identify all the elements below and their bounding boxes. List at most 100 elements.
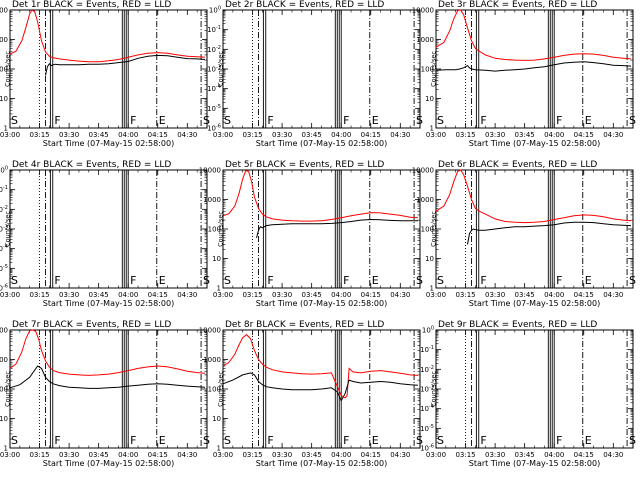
plot-frame — [9, 329, 208, 449]
y-tick-label: 100 — [0, 166, 8, 175]
event-marker: E — [585, 274, 592, 287]
panel-title: Det 1r BLACK = Events, RED = LLD — [12, 0, 171, 10]
x-tick-label: 03:15 — [29, 291, 49, 299]
event-marker: S — [437, 434, 444, 447]
event-marker: S — [437, 274, 444, 287]
event-marker: F — [556, 114, 562, 127]
x-tick-label: 04:15 — [361, 291, 381, 299]
y-tick-label: 10-4 — [207, 84, 221, 93]
y-tick-label: 10 — [0, 415, 8, 423]
panel-title: Det 7r BLACK = Events, RED = LLD — [12, 320, 171, 330]
event-marker: F — [343, 114, 349, 127]
x-tick-label: 03:00 — [0, 131, 20, 139]
x-tick-label: 04:00 — [544, 131, 564, 139]
event-marker: S — [629, 274, 636, 287]
panel-det-8r: Det 8r BLACK = Events, RED = LLD 1 10 100 10… — [199, 320, 423, 468]
event-rate-line — [9, 365, 206, 389]
event-marker: S — [437, 114, 444, 127]
y-tick-label: 10-3 — [0, 225, 8, 234]
panel-det-3r: Det 3r BLACK = Events, RED = LLD 1 10 100 10… — [412, 0, 636, 148]
event-marker: E — [159, 274, 166, 287]
y-tick-label: 10-2 — [207, 45, 221, 54]
x-tick-label: 03:15 — [29, 131, 49, 139]
y-tick-label: 10000 — [412, 7, 434, 15]
x-tick-label: 03:00 — [213, 131, 233, 139]
y-tick-label: 10-6 — [420, 444, 434, 453]
event-marker: E — [159, 114, 166, 127]
event-marker: F — [267, 114, 273, 127]
y-tick-label: 10-1 — [420, 345, 434, 354]
x-tick-label: 03:15 — [242, 131, 262, 139]
x-tick-label: 03:45 — [302, 291, 322, 299]
x-tick-label: 03:15 — [455, 131, 475, 139]
x-axis-label: Start Time (07-May-15 02:58:00) — [43, 299, 174, 308]
event-rate-line — [45, 54, 206, 76]
x-axis-label: Start Time (07-May-15 02:58:00) — [43, 139, 174, 148]
event-marker: S — [224, 274, 231, 287]
y-tick-label: 10-2 — [0, 205, 8, 214]
y-tick-label: 10-5 — [420, 424, 434, 433]
event-marker: E — [159, 434, 166, 447]
y-tick-label: 10-3 — [420, 385, 434, 394]
x-tick-label: 03:45 — [302, 131, 322, 139]
y-axis-label: Counts/sec — [4, 211, 12, 247]
event-marker: F — [267, 274, 273, 287]
y-tick-label: 10-1 — [207, 25, 221, 34]
x-axis-label: Start Time (07-May-15 02:58:00) — [469, 299, 600, 308]
x-tick-label: 03:45 — [89, 131, 109, 139]
lld-rate-line — [435, 9, 632, 61]
y-axis-label: Counts/sec — [217, 51, 225, 87]
x-tick-label: 04:15 — [361, 451, 381, 459]
y-axis-label: Counts/sec — [217, 371, 225, 407]
event-marker: E — [585, 434, 592, 447]
x-tick-label: 03:45 — [89, 451, 109, 459]
x-tick-label: 03:15 — [455, 291, 475, 299]
x-tick-label: 03:15 — [455, 451, 475, 459]
x-axis-label: Start Time (07-May-15 02:58:00) — [256, 459, 387, 468]
event-marker: F — [130, 114, 136, 127]
x-tick-label: 04:00 — [331, 131, 351, 139]
event-marker: F — [556, 274, 562, 287]
y-tick-label: 10-6 — [0, 284, 8, 293]
event-marker: S — [416, 274, 423, 287]
event-marker: E — [372, 434, 379, 447]
lld-rate-line — [9, 9, 206, 63]
y-tick-label: 100 — [0, 66, 8, 74]
y-tick-label: 10000 — [0, 7, 8, 15]
x-tick-label: 04:30 — [603, 291, 623, 299]
x-tick-label: 03:00 — [426, 451, 446, 459]
plot-frame — [435, 169, 634, 289]
event-marker: F — [480, 274, 486, 287]
plot-frame — [9, 169, 208, 289]
x-tick-label: 04:15 — [574, 291, 594, 299]
x-tick-label: 04:00 — [118, 451, 138, 459]
plot-frame — [222, 9, 421, 129]
y-tick-label: 10-4 — [0, 244, 8, 253]
event-marker: S — [11, 114, 18, 127]
event-marker: S — [224, 114, 231, 127]
y-tick-label: 10000 — [0, 327, 8, 335]
event-marker: F — [343, 434, 349, 447]
x-tick-label: 03:30 — [59, 131, 79, 139]
y-tick-label: 1 — [4, 125, 8, 133]
y-axis-label: Counts/sec — [4, 51, 12, 87]
event-marker: F — [267, 434, 273, 447]
y-axis-label: Counts/sec — [430, 211, 438, 247]
x-tick-label: 03:00 — [426, 291, 446, 299]
y-tick-label: 10 — [212, 415, 221, 423]
x-tick-label: 04:15 — [361, 131, 381, 139]
x-tick-label: 04:00 — [331, 451, 351, 459]
y-tick-label: 100 — [208, 226, 221, 234]
event-marker: E — [372, 274, 379, 287]
y-tick-label: 1 — [217, 285, 221, 293]
y-tick-label: 10 — [212, 255, 221, 263]
x-tick-label: 03:30 — [59, 291, 79, 299]
y-tick-label: 1000 — [203, 196, 221, 204]
event-marker: F — [480, 114, 486, 127]
x-tick-label: 04:15 — [574, 451, 594, 459]
event-marker: S — [629, 434, 636, 447]
x-tick-label: 04:30 — [603, 131, 623, 139]
x-tick-label: 04:00 — [118, 291, 138, 299]
lld-rate-line — [222, 333, 419, 399]
